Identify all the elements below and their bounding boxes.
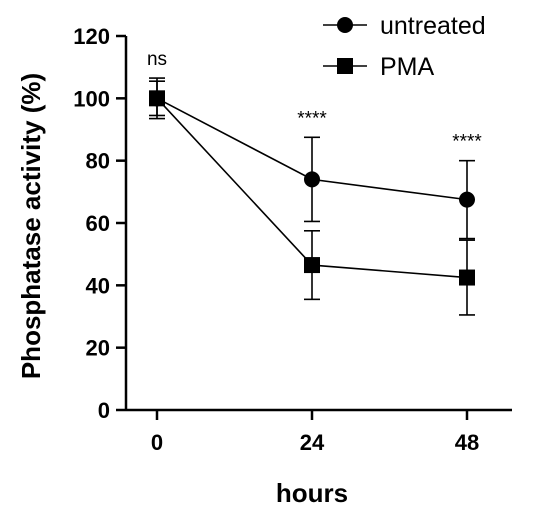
data-point xyxy=(459,269,475,286)
y-tick-label: 120 xyxy=(73,24,110,49)
x-axis: 0 24 48 xyxy=(126,408,512,455)
y-tick-label: 80 xyxy=(86,149,110,174)
series-pma xyxy=(149,80,475,316)
data-point xyxy=(304,257,320,274)
y-tick-label: 20 xyxy=(86,336,110,361)
legend-label: PMA xyxy=(380,53,435,81)
x-tick-label: 48 xyxy=(455,430,479,455)
y-tick-label: 100 xyxy=(73,86,110,111)
legend-item: untreated xyxy=(323,12,486,40)
legend: untreated PMA xyxy=(323,12,486,81)
data-point xyxy=(304,171,320,188)
y-tick-label: 60 xyxy=(86,211,110,236)
legend-marker xyxy=(337,17,353,33)
plot-area xyxy=(149,77,475,316)
y-tick-label: 0 xyxy=(98,398,110,423)
y-tick-label: 40 xyxy=(86,273,110,298)
x-tick-label: 24 xyxy=(300,430,325,455)
y-axis-title: Phosphatase activity (%) xyxy=(16,73,46,379)
significance-label: ns xyxy=(147,49,167,70)
x-axis-title: hours xyxy=(276,478,348,508)
legend-label: untreated xyxy=(380,12,486,40)
y-axis: 0 20 40 60 80 100 120 xyxy=(73,24,128,423)
series-untreated xyxy=(149,77,475,240)
significance-label: **** xyxy=(452,132,482,153)
significance-annotations: ns **** **** xyxy=(147,49,482,153)
data-point xyxy=(149,90,165,107)
legend-item: PMA xyxy=(323,53,435,81)
x-tick-label: 0 xyxy=(151,430,163,455)
legend-marker xyxy=(337,58,353,74)
data-point xyxy=(459,191,475,208)
significance-label: **** xyxy=(297,108,327,129)
